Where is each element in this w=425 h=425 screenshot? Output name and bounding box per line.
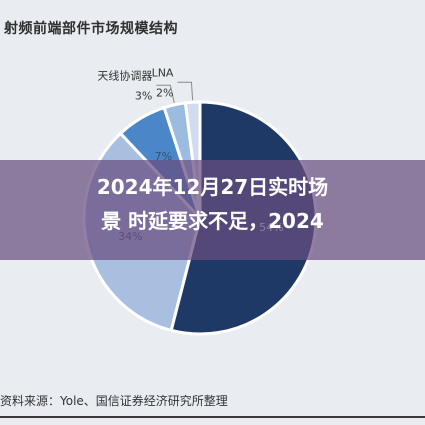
slice-name-label-3: 天线协调器: [97, 68, 152, 82]
leader-line-3: [156, 84, 175, 103]
slice-value-label-2: 7%: [155, 150, 172, 163]
slice-name-label-4: LNA: [152, 66, 174, 79]
source-note: 资料来源：Yole、国信证券经济研究所整理: [0, 394, 228, 408]
slice-value-label-4: 2%: [156, 86, 173, 99]
overlay-line-1: 2024年12月27日实时场: [96, 175, 329, 199]
leader-line-4: [177, 81, 194, 101]
bottom-rule: [0, 416, 425, 418]
slice-value-label-3: 3%: [135, 89, 152, 102]
overlay-line-2: 景 时延要求不足，2024: [101, 209, 324, 233]
overlay-banner: [0, 160, 425, 260]
chart-title: 射频前端部件市场规模结构: [4, 21, 178, 37]
overlay-text: 2024年12月27日实时场 景 时延要求不足，2024: [0, 170, 425, 238]
